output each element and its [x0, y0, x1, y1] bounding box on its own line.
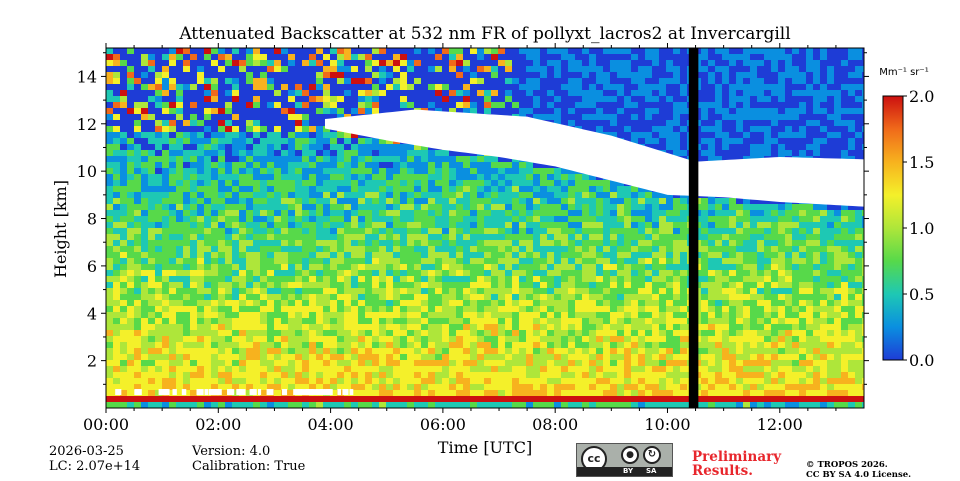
colorbar-tick-label: 0.5	[909, 285, 934, 304]
cc-sa-label: SA	[646, 467, 656, 476]
y-tick-label: 14	[77, 67, 97, 86]
x-tick-label: 10:00	[644, 415, 690, 434]
attribution-icon: ●	[621, 446, 639, 464]
lidar-constant-label: LC: 2.07e+14	[49, 459, 140, 474]
x-tick-label: 04:00	[308, 415, 354, 434]
share-alike-icon: ↻	[643, 446, 661, 464]
x-tick-label: 08:00	[532, 415, 578, 434]
chart-title: Attenuated Backscatter at 532 nm FR of p…	[0, 24, 960, 44]
copyright-line-2: CC BY SA 4.0 License.	[806, 470, 911, 481]
heatmap-field	[106, 48, 869, 408]
colorbar-tick-label: 1.5	[909, 153, 934, 172]
date-label: 2026-03-25	[49, 444, 124, 459]
colorbar	[883, 96, 903, 360]
version-label: Version: 4.0	[192, 444, 270, 459]
y-tick-label: 2	[87, 352, 97, 371]
y-tick-label: 12	[77, 115, 97, 134]
colorbar-tick-label: 0.0	[909, 351, 934, 370]
calibration-label: Calibration: True	[192, 459, 305, 474]
x-tick-label: 02:00	[195, 415, 241, 434]
y-tick-label: 10	[77, 162, 97, 181]
x-tick-label: 12:00	[757, 415, 803, 434]
colorbar-tick-label: 1.0	[909, 219, 934, 238]
y-tick-label: 6	[87, 257, 97, 276]
x-tick-label: 06:00	[420, 415, 466, 434]
colorbar-ticks: 0.0 0.5 1.0 1.5 2.0	[903, 87, 934, 370]
missing-data-bar	[689, 48, 699, 408]
y-tick-label: 8	[87, 210, 97, 229]
x-tick-label: 00:00	[83, 415, 129, 434]
cc-by-label: BY	[623, 467, 633, 476]
cc-license-badge: cc ● ↻ BY SA	[576, 443, 673, 477]
y-tick-label: 4	[87, 304, 97, 323]
colorbar-unit-label: Mm⁻¹ sr⁻¹	[879, 67, 928, 78]
x-axis-label: Time [UTC]	[438, 438, 532, 457]
y-axis-label: Height [km]	[51, 180, 70, 278]
colorbar-tick-label: 2.0	[909, 87, 934, 106]
preliminary-label-2: Results.	[692, 464, 753, 479]
